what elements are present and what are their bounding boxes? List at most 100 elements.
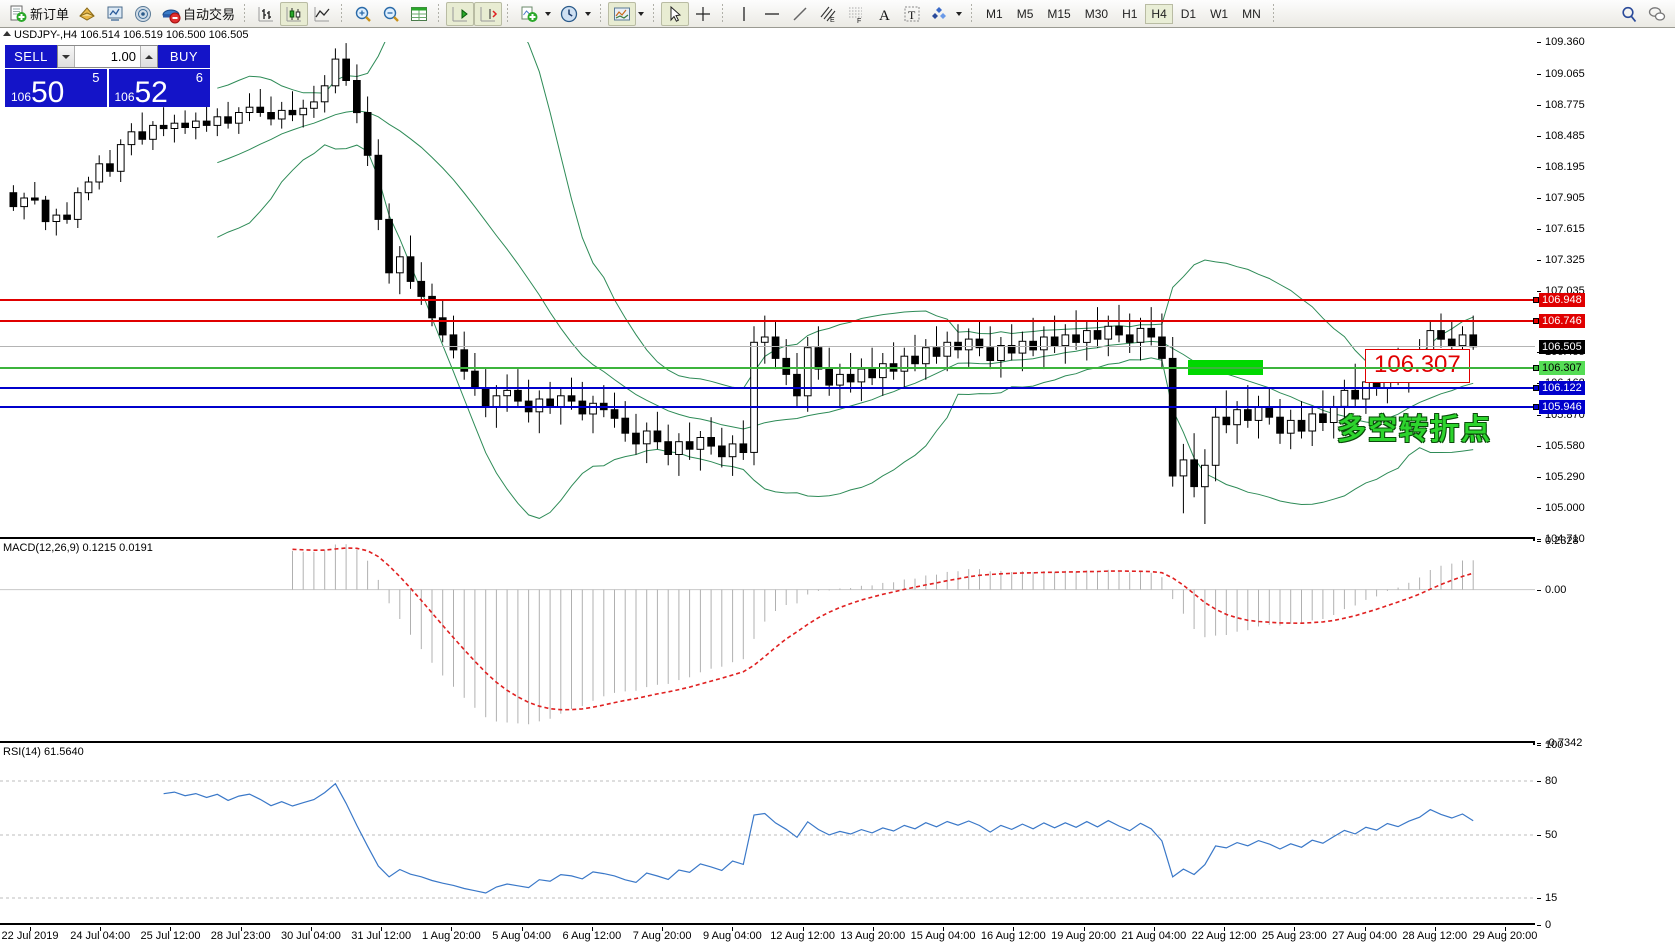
- macd-pane[interactable]: MACD(12,26,9) 0.1215 0.0191: [0, 541, 1535, 743]
- auto-scroll-icon: [480, 6, 498, 21]
- chart-shift-button[interactable]: [446, 1, 475, 26]
- timeframe-mn[interactable]: MN: [1242, 6, 1261, 21]
- price-label-support-1[interactable]: 106.122: [1539, 381, 1585, 396]
- shapes-button[interactable]: [926, 2, 954, 26]
- timeframe-w1[interactable]: W1: [1210, 6, 1229, 21]
- timeframe-m5[interactable]: M5: [1016, 6, 1034, 21]
- timeframe-h1[interactable]: H1: [1122, 6, 1138, 21]
- signals-icon: [135, 5, 152, 22]
- collapse-triangle-icon[interactable]: [3, 31, 11, 36]
- pivot-line[interactable]: [0, 365, 1539, 372]
- rsi-pane[interactable]: RSI(14) 61.5640: [0, 745, 1535, 925]
- lot-decrease-button[interactable]: [58, 46, 75, 67]
- period-dropdown-caret[interactable]: [585, 11, 592, 16]
- time-tick-label: 28 Jul 23:00: [210, 930, 271, 942]
- new-order-button[interactable]: 新订单: [4, 2, 73, 26]
- line-anchor[interactable]: [1533, 385, 1539, 392]
- sell-button[interactable]: SELL: [5, 45, 57, 68]
- timeframe-group[interactable]: M1 M5 M15 M30 H1 H4 D1 W1 MN: [979, 3, 1268, 24]
- one-click-prices-row[interactable]: 106 50 5 106 52 6: [5, 69, 210, 109]
- lot-value[interactable]: 1.00: [110, 49, 136, 64]
- search-button[interactable]: [1615, 2, 1643, 26]
- crosshair-button[interactable]: [689, 2, 717, 26]
- time-tick-label: 15 Aug 04:00: [910, 930, 976, 942]
- sell-price-box[interactable]: 106 50 5: [5, 69, 107, 109]
- fibonacci-button[interactable]: F: [842, 2, 870, 26]
- timeframe-m30[interactable]: M30: [1084, 6, 1109, 21]
- price-label-last-price[interactable]: 106.505: [1539, 340, 1585, 355]
- shapes-icon: [932, 6, 947, 19]
- line-chart-icon: [314, 6, 330, 21]
- vertical-line-button[interactable]: [730, 2, 758, 26]
- bar-chart-button[interactable]: [252, 2, 280, 26]
- terminal-button[interactable]: [101, 2, 129, 26]
- text-label-button[interactable]: T: [898, 2, 926, 26]
- price-annotation-box[interactable]: 106.307: [1365, 349, 1470, 384]
- line-anchor[interactable]: [1533, 318, 1539, 325]
- templates-dropdown-caret[interactable]: [638, 11, 645, 16]
- line-anchor[interactable]: [1533, 296, 1539, 303]
- data-window-button[interactable]: [405, 2, 433, 26]
- templates-button[interactable]: [608, 1, 637, 26]
- indicators-button[interactable]: [515, 2, 543, 26]
- support-line-2[interactable]: [0, 403, 1539, 410]
- time-scale[interactable]: 22 Jul 2019 24 Jul 04:00 25 Jul 12:00 28 Ju…: [0, 927, 1537, 949]
- toolbar-separator-9: [1271, 3, 1278, 24]
- chinese-annotation-text[interactable]: 多空转折点: [1337, 414, 1493, 447]
- support-line-1[interactable]: [0, 385, 1539, 392]
- price-scale[interactable]: 109.360 109.065 108.775 108.485 108.195 107.9…: [1537, 36, 1675, 931]
- sell-price-pip: 5: [92, 70, 100, 85]
- autotrading-button[interactable]: 自动交易: [157, 2, 239, 26]
- resistance-line-2[interactable]: [0, 318, 1539, 325]
- price-label-resistance-1[interactable]: 106.948: [1539, 292, 1585, 307]
- period-button[interactable]: [555, 2, 583, 26]
- signals-button[interactable]: [129, 2, 157, 26]
- line-anchor[interactable]: [1533, 365, 1539, 372]
- lot-size-input[interactable]: 1.00: [57, 45, 158, 68]
- time-tick-label: 25 Jul 12:00: [140, 930, 201, 942]
- line-anchor[interactable]: [1533, 403, 1539, 410]
- toolbar-separator-3: [436, 3, 443, 24]
- chart-area[interactable]: MACD(12,26,9) 0.1215 0.0191 RSI(14) 61.5…: [0, 42, 1539, 925]
- text-button[interactable]: A: [870, 2, 898, 26]
- zoom-out-button[interactable]: [377, 2, 405, 26]
- time-tick-mark: [30, 927, 31, 931]
- candlestick-chart-button[interactable]: [280, 1, 309, 26]
- shapes-dropdown-caret[interactable]: [956, 11, 963, 16]
- price-pane[interactable]: [0, 42, 1535, 539]
- new-order-icon: [10, 5, 27, 22]
- sell-price-main: 50: [31, 76, 65, 109]
- time-tick-mark: [100, 927, 102, 931]
- horizontal-line-button[interactable]: [758, 2, 786, 26]
- buy-price-box[interactable]: 106 52 6: [108, 69, 210, 109]
- price-label-pivot[interactable]: 106.307: [1539, 361, 1585, 376]
- data-window-icon: [411, 6, 428, 21]
- resistance-line-1[interactable]: [0, 296, 1539, 303]
- chat-button[interactable]: [1643, 2, 1671, 26]
- timeframe-m15[interactable]: M15: [1047, 6, 1071, 21]
- price-label-resistance-2[interactable]: 106.746: [1539, 314, 1585, 329]
- zoom-in-button[interactable]: [349, 2, 377, 26]
- timeframe-d1[interactable]: D1: [1180, 6, 1197, 21]
- last-price-line[interactable]: [0, 346, 1535, 348]
- equidistant-channel-button[interactable]: E: [814, 2, 842, 26]
- time-tick-label: 13 Aug 20:00: [840, 930, 906, 942]
- price-label-support-2[interactable]: 105.946: [1539, 399, 1585, 414]
- auto-scroll-button[interactable]: [474, 1, 503, 26]
- price-tick: 109.360: [1537, 36, 1585, 48]
- one-click-trading-panel[interactable]: SELL 1.00 BUY 106 50 5 106 52 6: [5, 45, 210, 109]
- trendline-button[interactable]: [786, 2, 814, 26]
- timeframe-m1[interactable]: M1: [986, 6, 1003, 21]
- buy-button[interactable]: BUY: [158, 45, 210, 68]
- indicators-dropdown-caret[interactable]: [545, 11, 552, 16]
- cursor-button[interactable]: [661, 1, 690, 26]
- line-chart-button[interactable]: [308, 2, 336, 26]
- lot-increase-button[interactable]: [140, 46, 157, 67]
- time-tick-mark: [1294, 927, 1296, 931]
- timeframe-h4[interactable]: H4: [1145, 3, 1173, 24]
- sell-price-integer: 106: [11, 90, 32, 104]
- expert-advisors-button[interactable]: [73, 2, 101, 26]
- one-click-buttons-row[interactable]: SELL 1.00 BUY: [5, 45, 210, 68]
- text-icon: A: [879, 8, 890, 24]
- main-toolbar[interactable]: 新订单 自动交易: [0, 0, 1675, 28]
